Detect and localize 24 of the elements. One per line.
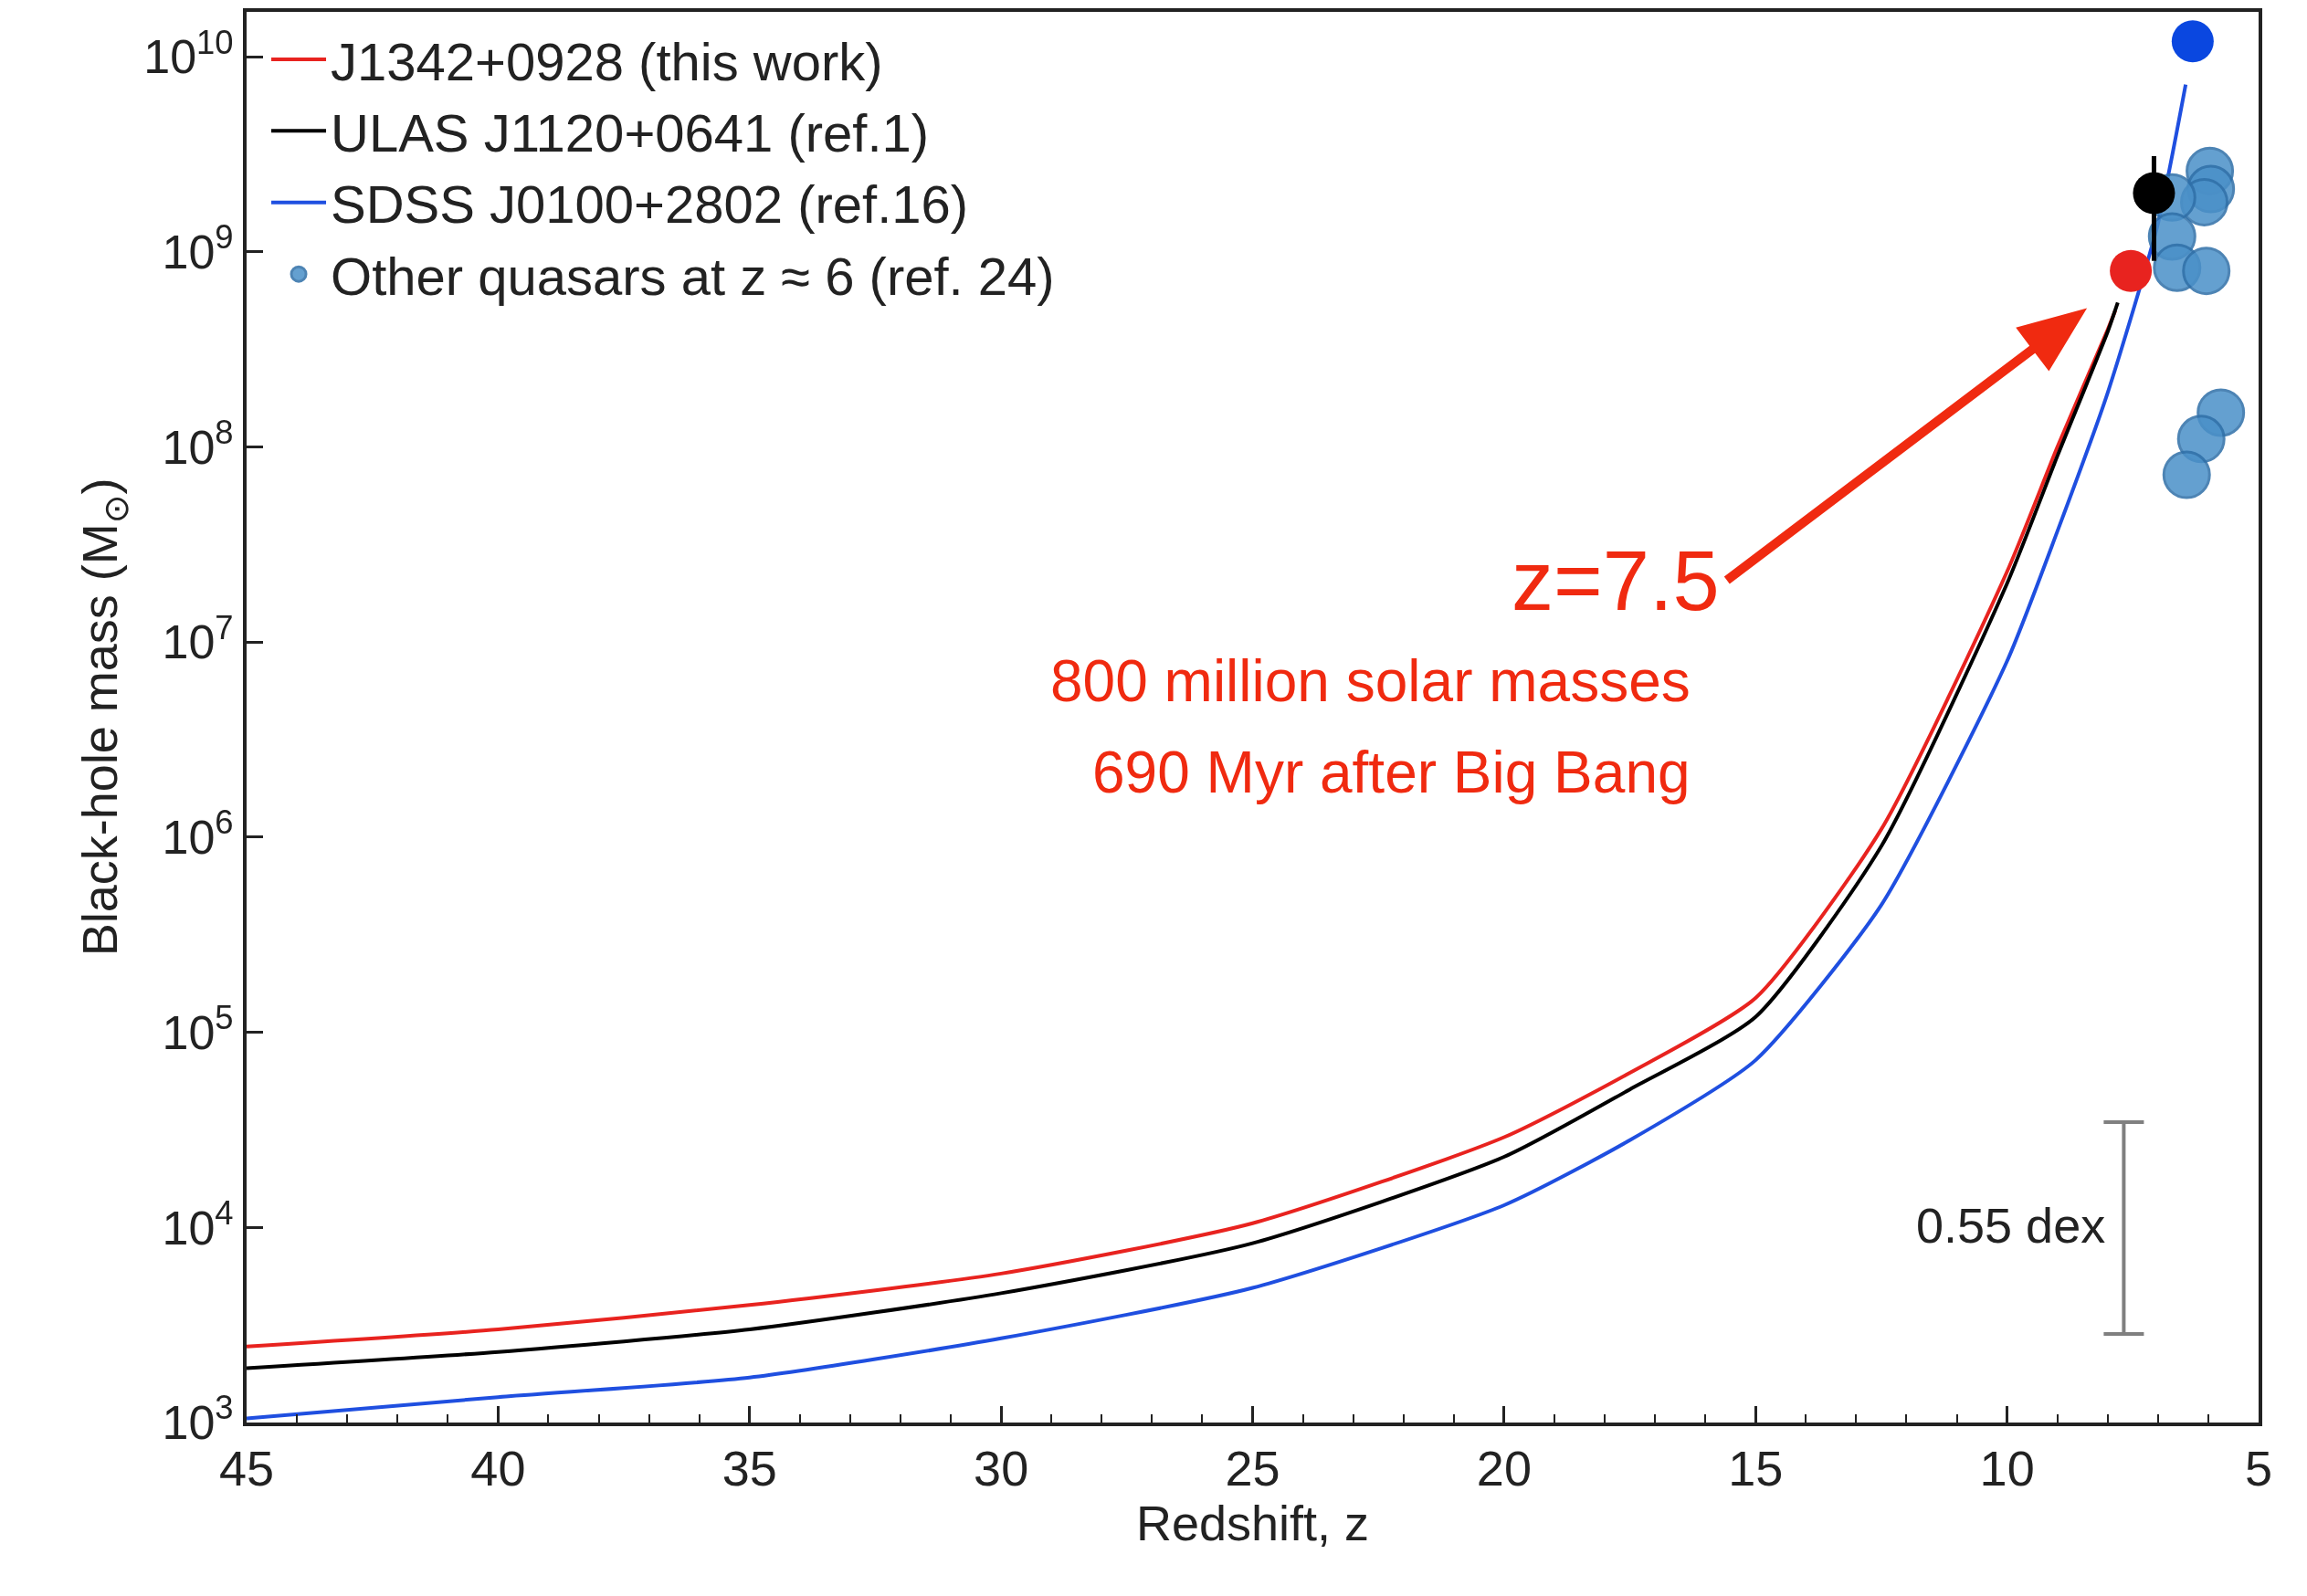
y-tick-label: 10$^{5}$	[162, 999, 234, 1059]
annotation: z=7.5	[1512, 534, 1720, 627]
y-tick-label: 10$^{10}$	[143, 23, 234, 84]
x-axis-title: Redshift, z	[1135, 1495, 1370, 1550]
y-tick-label: 10$^{9}$	[162, 218, 234, 279]
legend-label: ULAS J1120+0641 (ref.1)	[331, 102, 930, 163]
annotation: 690 Myr after Big Bang	[1092, 740, 1691, 805]
x-tick-label: 25	[1225, 1440, 1280, 1496]
x-tick-label: 15	[1728, 1440, 1784, 1496]
legend-label: J1342+0928 (this work)	[331, 31, 883, 91]
x-tick-label: 40	[470, 1440, 526, 1496]
y-tick-label: 10$^{6}$	[162, 803, 234, 865]
legend-label: Other quasars at z ≈ 6 (ref. 24)	[331, 246, 1055, 306]
y-tick-label: 10$^{7}$	[162, 608, 234, 669]
x-tick-label: 10	[1979, 1440, 2035, 1496]
legend-label: SDSS J0100+2802 (ref.16)	[331, 174, 969, 235]
annotation: 800 million solar masses	[1050, 648, 1691, 714]
x-tick-label: 5	[2244, 1440, 2273, 1496]
annotation: 0.55 dex	[1916, 1198, 2106, 1253]
x-tick-label: 30	[974, 1440, 1029, 1496]
x-tick-label: 20	[1476, 1440, 1532, 1496]
y-tick-label: 10$^{8}$	[162, 413, 234, 474]
y-tick-label: 10$^{4}$	[162, 1193, 234, 1255]
x-tick-label: 35	[722, 1440, 777, 1496]
